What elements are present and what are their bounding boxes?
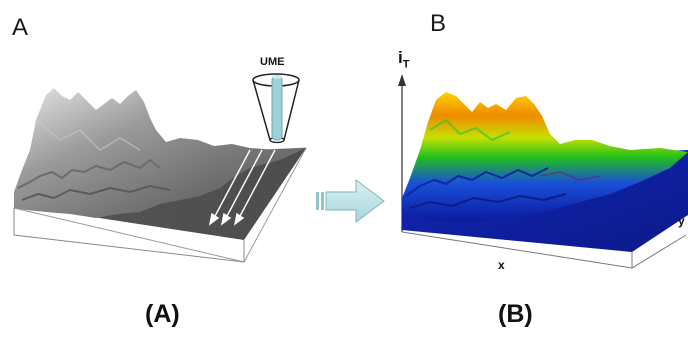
caption-a: (A) [145, 300, 180, 328]
color-surface-plot [398, 74, 688, 269]
gray-box-edge [13, 208, 245, 263]
x-axis-label: x [498, 258, 505, 272]
gray-surface-plot [13, 88, 307, 263]
current-axis-label: iT [398, 48, 409, 70]
current-axis-subscript: T [402, 58, 410, 71]
y-axis-label: y [678, 214, 685, 228]
color-surface-terrain [402, 92, 688, 222]
panel-letter-b: B [430, 10, 447, 37]
panel-letter-a: A [12, 14, 29, 41]
current-axis-symbol: i [398, 48, 403, 67]
ume-probe-icon [252, 73, 300, 144]
ume-label: UME [260, 56, 285, 68]
gray-surface-terrain [14, 88, 306, 218]
caption-b: (B) [498, 300, 533, 328]
scan-direction-arrows [208, 149, 276, 226]
z-axis-arrowhead [398, 74, 406, 86]
transform-arrow [316, 179, 385, 223]
